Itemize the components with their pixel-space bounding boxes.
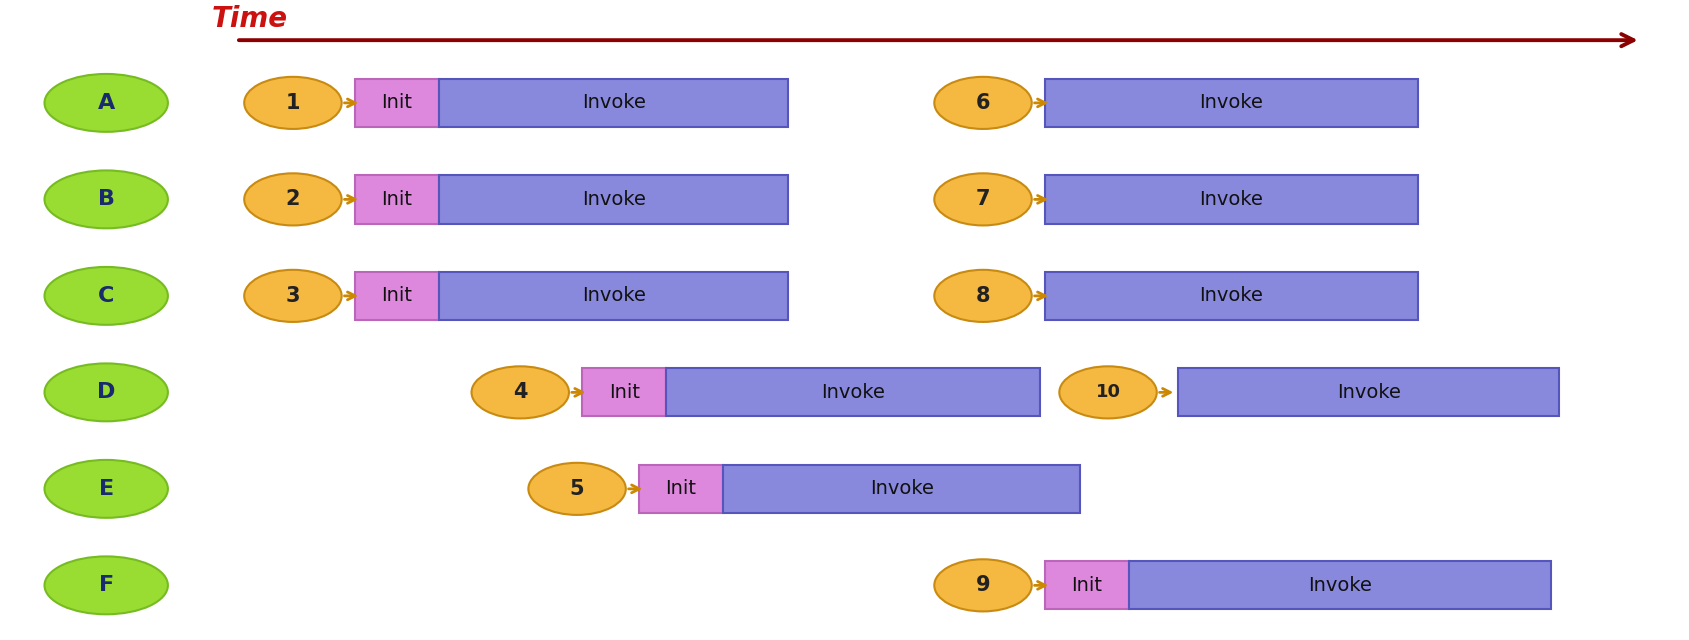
Bar: [355, 272, 439, 320]
Text: Invoke: Invoke: [581, 190, 645, 209]
Ellipse shape: [934, 270, 1030, 322]
Text: F: F: [98, 575, 113, 595]
Ellipse shape: [471, 366, 569, 419]
Text: B: B: [98, 189, 115, 209]
Text: Time: Time: [211, 5, 287, 33]
Ellipse shape: [245, 77, 341, 129]
Text: Invoke: Invoke: [1199, 190, 1263, 209]
Text: Init: Init: [608, 383, 640, 402]
Bar: [1044, 175, 1417, 223]
Ellipse shape: [245, 270, 341, 322]
Bar: [1044, 79, 1417, 127]
Ellipse shape: [934, 559, 1030, 611]
Bar: [439, 79, 787, 127]
Ellipse shape: [44, 556, 167, 614]
Ellipse shape: [44, 267, 167, 325]
Bar: [439, 272, 787, 320]
Text: 6: 6: [975, 93, 990, 113]
Ellipse shape: [934, 173, 1030, 225]
Text: 5: 5: [569, 479, 584, 499]
Bar: [439, 175, 787, 223]
Text: Init: Init: [665, 479, 696, 499]
Ellipse shape: [44, 170, 167, 228]
Text: Invoke: Invoke: [870, 479, 934, 499]
Text: 9: 9: [975, 575, 990, 595]
Text: Invoke: Invoke: [581, 286, 645, 305]
Text: 10: 10: [1094, 383, 1120, 401]
Bar: [1128, 561, 1551, 609]
Text: 3: 3: [285, 286, 301, 306]
Bar: [355, 175, 439, 223]
Bar: [581, 368, 665, 417]
Ellipse shape: [245, 173, 341, 225]
Text: 4: 4: [513, 382, 527, 403]
Ellipse shape: [44, 364, 167, 421]
Bar: [1177, 368, 1559, 417]
Text: E: E: [98, 479, 113, 499]
Text: 7: 7: [975, 189, 990, 209]
Ellipse shape: [934, 77, 1030, 129]
Text: Invoke: Invoke: [581, 93, 645, 113]
Text: 2: 2: [285, 189, 301, 209]
Ellipse shape: [44, 74, 167, 132]
Ellipse shape: [44, 460, 167, 518]
Text: 1: 1: [285, 93, 301, 113]
Text: D: D: [96, 382, 115, 403]
Text: Init: Init: [382, 93, 412, 113]
Text: Invoke: Invoke: [1307, 576, 1371, 595]
Text: A: A: [98, 93, 115, 113]
Bar: [1044, 561, 1128, 609]
Ellipse shape: [529, 463, 625, 515]
Bar: [1044, 272, 1417, 320]
Text: Init: Init: [382, 286, 412, 305]
Text: Invoke: Invoke: [821, 383, 885, 402]
Text: 8: 8: [975, 286, 990, 306]
Text: C: C: [98, 286, 115, 306]
Text: Invoke: Invoke: [1336, 383, 1400, 402]
Text: Init: Init: [1071, 576, 1101, 595]
Bar: [723, 465, 1079, 513]
Bar: [665, 368, 1039, 417]
Bar: [638, 465, 723, 513]
Bar: [355, 79, 439, 127]
Text: Init: Init: [382, 190, 412, 209]
Text: Invoke: Invoke: [1199, 286, 1263, 305]
Text: Invoke: Invoke: [1199, 93, 1263, 113]
Ellipse shape: [1059, 366, 1155, 419]
